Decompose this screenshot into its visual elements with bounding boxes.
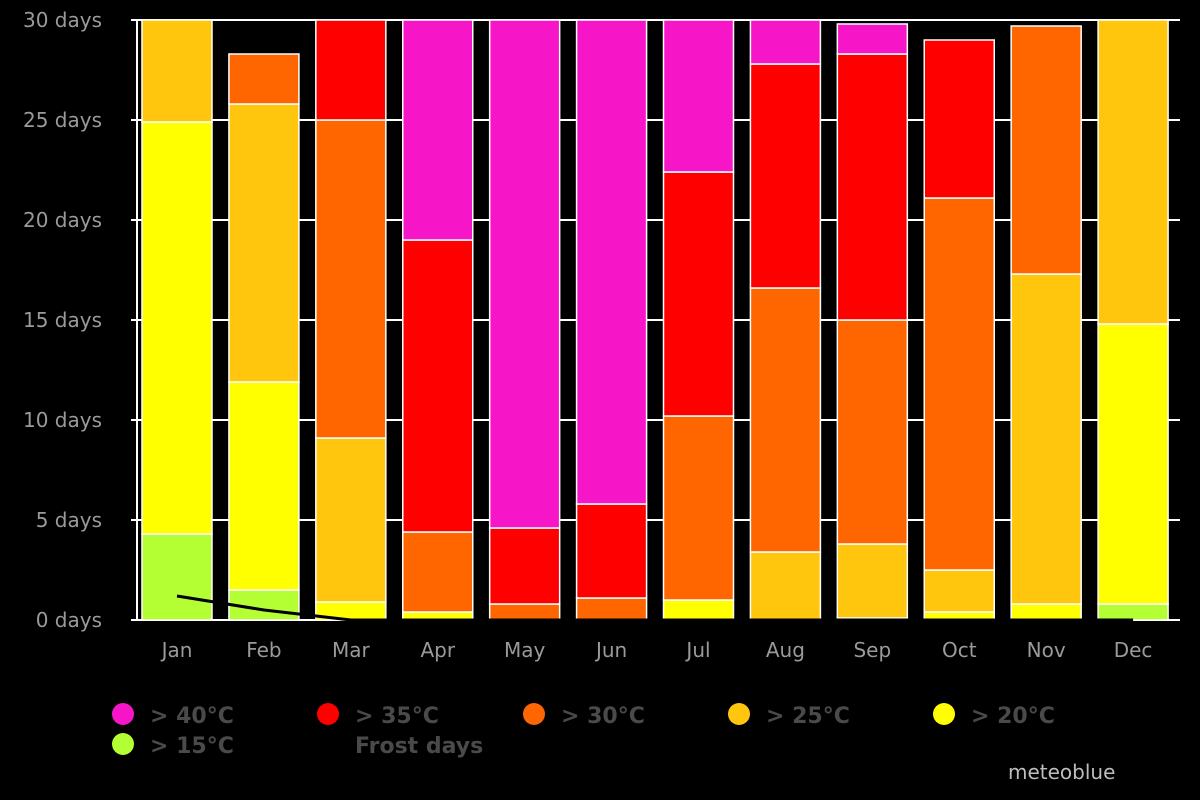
bar-segment-feb[interactable] [228,381,300,591]
bar-segment-dec[interactable] [1097,323,1169,605]
frost-line-layer [176,594,1134,622]
x-tick-label-nov: Nov [1027,638,1066,662]
y-tick-label: 5 days [36,508,102,532]
y-tick-label: 0 days [36,608,102,632]
meteoblue-logo-text[interactable]: meteoblue [1008,760,1115,784]
bar-segment-may[interactable] [488,603,561,621]
legend-label-30-c[interactable]: > 30°C [561,704,645,729]
bar-segment-jan[interactable] [141,121,213,535]
frost-days-line[interactable] [176,594,1134,622]
bar-segment-dec[interactable] [1097,19,1169,325]
y-tick-label: 10 days [23,408,102,432]
legend-marker-25-c[interactable] [728,703,750,725]
y-tick-label: 30 days [23,8,102,32]
axis-layer: 0 days 5 days 10 days 15 days 20 days 25 days… [23,8,1152,662]
x-tick-label-dec: Dec [1114,638,1153,662]
bar-segment-jul[interactable] [662,19,735,173]
bar-segment-may[interactable] [488,527,561,605]
x-tick-label-jun: Jun [594,638,627,662]
bar-segment-mar[interactable] [315,437,387,603]
bar-segment-aug[interactable] [749,551,822,621]
bar-segment-jul[interactable] [662,415,735,601]
bar-segment-jan[interactable] [141,19,213,123]
x-tick-label-jul: Jul [684,638,710,662]
bar-segment-apr[interactable] [402,19,474,241]
y-tick-label: 25 days [23,108,102,132]
bar-segment-mar[interactable] [315,119,387,439]
x-tick-label-sep: Sep [853,638,891,662]
bar-segment-sep[interactable] [836,319,909,545]
legend-marker-40-c[interactable] [112,703,134,725]
x-tick-label-oct: Oct [942,638,977,662]
legend-label-35-c[interactable]: > 35°C [355,704,439,729]
bar-segment-jul[interactable] [662,171,735,417]
bar-segment-feb[interactable] [228,103,300,383]
bar-segment-may[interactable] [488,19,561,529]
bar-segment-nov[interactable] [1010,603,1082,621]
legend-marker-30-c[interactable] [523,703,545,725]
x-tick-label-feb: Feb [246,638,281,662]
bar-segment-nov[interactable] [1010,273,1082,605]
x-tick-label-jan: Jan [160,638,193,662]
bar-segment-apr[interactable] [402,531,474,613]
bar-segment-aug[interactable] [749,287,822,553]
bar-segment-jan[interactable] [141,533,213,621]
bar-segment-aug[interactable] [749,19,822,65]
y-tick-label: 15 days [23,308,102,332]
legend-label-20-c[interactable]: > 20°C [971,704,1055,729]
bar-segment-jul[interactable] [662,599,735,621]
legend-marker-15-c[interactable] [112,733,134,755]
bar-segment-oct[interactable] [923,197,995,571]
bar-segment-dec[interactable] [1097,603,1169,621]
bar-segment-sep[interactable] [836,543,909,619]
x-tick-label-apr: Apr [420,638,455,662]
bar-segment-oct[interactable] [923,39,995,199]
bar-segment-jun[interactable] [575,597,648,621]
bar-segment-aug[interactable] [749,63,822,289]
bar-layer [141,19,1169,621]
bar-segment-mar[interactable] [315,19,387,121]
bar-segment-nov[interactable] [1010,25,1082,275]
x-tick-label-may: May [504,638,546,662]
bar-segment-sep[interactable] [836,53,909,321]
legend-marker-35-c[interactable] [317,703,339,725]
bar-segment-sep[interactable] [836,23,909,55]
x-tick-label-mar: Mar [332,638,371,662]
legend-label-40-c[interactable]: > 40°C [150,704,234,729]
legend-label-25-c[interactable]: > 25°C [766,704,850,729]
bar-segment-oct[interactable] [923,569,995,613]
bar-segment-jun[interactable] [575,503,648,599]
legend: > 40°C > 35°C > 30°C > 25°C > 20°C > 15°C Fros… [112,703,1055,759]
legend-label-15-c[interactable]: > 15°C [150,734,234,759]
legend-marker-20-c[interactable] [933,703,955,725]
bar-segment-feb[interactable] [228,53,300,105]
bar-segment-apr[interactable] [402,239,474,533]
grid-layer [137,19,1180,621]
bar-segment-jun[interactable] [575,19,648,505]
y-tick-label: 20 days [23,208,102,232]
x-tick-label-aug: Aug [766,638,805,662]
legend-label-frost-days[interactable]: Frost days [355,734,483,759]
